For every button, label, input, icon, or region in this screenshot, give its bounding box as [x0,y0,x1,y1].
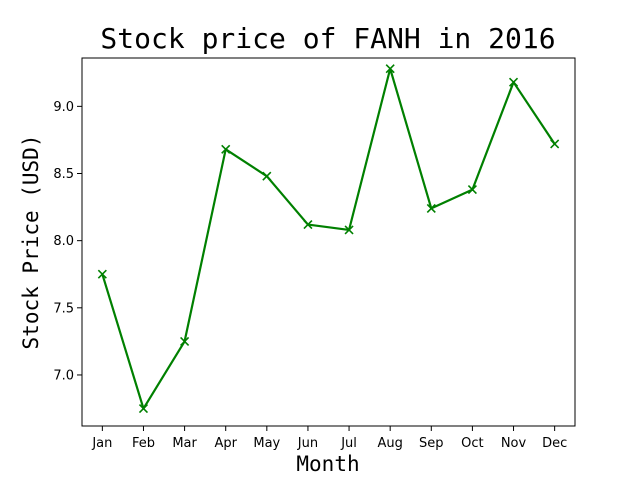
data-point-marker [180,336,190,346]
marker-stroke [138,403,149,414]
x-axis: Jan Feb Mar Apr May Jun Jul Aug Sep Oct Nov Dec [91,426,567,451]
x-axis-label: Month [296,452,359,476]
marker-stroke [508,77,519,87]
y-tick-label: 7.0 [53,368,74,383]
marker-stroke [262,171,272,181]
data-point-marker [467,185,477,195]
x-tick-label: Nov [501,436,527,451]
data-point-marker [262,171,272,181]
y-axis: 7.0 7.5 8.0 8.5 9.0 [53,100,82,383]
data-point-marker [138,403,149,414]
x-tick-label: Dec [542,436,567,451]
marker-stroke [221,144,231,154]
y-tick-label: 8.5 [53,167,74,182]
y-tick-label: 7.5 [53,301,74,316]
marker-stroke [344,225,354,235]
data-point-marker [508,77,519,87]
series-group [97,64,560,414]
chart-title: Stock price of FANH in 2016 [100,22,555,55]
x-tick-label: Mar [172,436,197,451]
x-tick-label: May [253,436,280,451]
y-tick-label: 8.0 [53,234,74,249]
data-point-marker [550,139,560,149]
marker-stroke [385,64,395,74]
marker-stroke [550,139,560,149]
x-tick-label: Apr [214,436,237,451]
data-point-marker [426,203,436,213]
marker-stroke [180,336,190,346]
y-tick-label: 9.0 [53,100,74,115]
data-point-marker [344,225,354,235]
data-point-marker [221,144,231,154]
x-tick-label: Sep [419,436,444,451]
x-tick-label: Jan [91,436,112,451]
marker-stroke [97,269,107,279]
data-point-marker [385,64,395,74]
x-tick-label: Jun [297,436,318,451]
data-point-marker [303,219,313,230]
marker-stroke [303,219,313,230]
plot-area [81,57,576,427]
x-tick-label: Aug [377,436,402,451]
data-point-marker [97,269,107,279]
y-axis-label: Stock Price (USD) [19,135,43,350]
series-line [101,67,556,410]
x-tick-label: Feb [132,436,155,451]
marker-stroke [426,203,436,213]
x-tick-label: Jul [340,436,357,451]
marker-stroke [467,185,477,195]
x-tick-label: Oct [461,436,483,451]
